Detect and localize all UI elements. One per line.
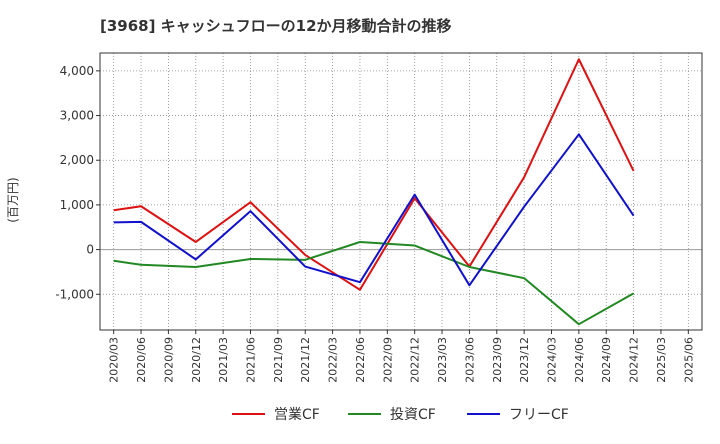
x-tick-label: 2021/12 — [299, 337, 312, 383]
x-tick-label: 2022/03 — [327, 337, 340, 383]
y-tick-label: 2,000 — [60, 153, 94, 167]
x-tick-label: 2024/09 — [600, 337, 613, 383]
x-tick-label: 2025/06 — [682, 337, 695, 383]
x-tick-label: 2022/06 — [354, 337, 367, 383]
x-tick-label: 2020/09 — [162, 337, 175, 383]
y-tick-label: 4,000 — [60, 64, 94, 78]
x-tick-label: 2020/06 — [135, 337, 148, 383]
chart-title: [3968] キャッシュフローの12か月移動合計の推移 — [100, 17, 452, 35]
legend: 営業CF 投資CF フリーCF — [232, 407, 569, 423]
x-tick-label: 2022/12 — [409, 337, 422, 383]
x-tick-label: 2023/06 — [463, 337, 476, 383]
x-tick-label: 2023/12 — [518, 337, 531, 383]
x-axis: 2020/03 2020/06 2020/09 2020/12 2021/03 2021/… — [108, 330, 695, 383]
x-tick-label: 2021/03 — [217, 337, 230, 383]
x-tick-label: 2020/03 — [108, 337, 121, 383]
y-tick-label: 0 — [86, 243, 94, 257]
x-tick-label: 2023/03 — [436, 337, 449, 383]
x-tick-label: 2021/09 — [272, 337, 285, 383]
x-tick-label: 2024/03 — [546, 337, 559, 383]
series-line-投資CF — [113, 240, 635, 326]
legend-label: フリーCF — [509, 407, 569, 423]
y-tick-label: 3,000 — [60, 109, 94, 123]
legend-label: 投資CF — [390, 407, 436, 423]
x-tick-label: 2023/09 — [491, 337, 504, 383]
y-axis-label: (百万円) — [6, 177, 20, 222]
x-tick-label: 2024/12 — [628, 337, 641, 383]
x-tick-label: 2024/06 — [573, 337, 586, 383]
plot-frame — [99, 52, 703, 331]
x-tick-label: 2021/06 — [245, 337, 258, 383]
y-tick-label: 1,000 — [60, 198, 94, 212]
y-tick-label: -1,000 — [55, 287, 94, 301]
series-layer — [113, 58, 635, 326]
x-tick-label: 2020/12 — [190, 337, 203, 383]
y-axis: -1,000 0 1,000 2,000 3,000 4,000 — [55, 64, 100, 301]
legend-label: 営業CF — [274, 407, 320, 423]
series-line-営業CF — [113, 58, 635, 291]
grid-layer — [100, 53, 702, 330]
x-tick-label: 2022/09 — [381, 337, 394, 383]
series-line-フリーCF — [113, 133, 635, 287]
x-tick-label: 2025/03 — [655, 337, 668, 383]
